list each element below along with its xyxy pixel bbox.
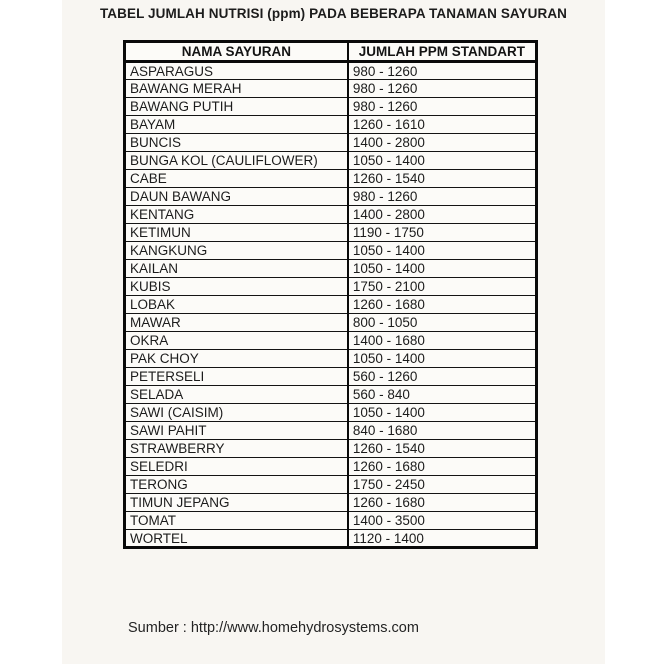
vegetable-name-cell: TERONG <box>124 475 349 494</box>
vegetable-name-cell: BAWANG MERAH <box>124 79 349 98</box>
source-text: Sumber : http://www.homehydrosystems.com <box>128 620 419 636</box>
ppm-range-cell: 1260 - 1540 <box>347 169 537 188</box>
vegetable-name-cell: PETERSELI <box>124 367 349 386</box>
vegetable-name-cell: BAYAM <box>124 115 349 134</box>
ppm-range-cell: 1400 - 2800 <box>347 205 537 224</box>
ppm-range-cell: 980 - 1260 <box>347 79 537 98</box>
table-row: KUBIS 1750 - 2100 <box>124 277 537 296</box>
vegetable-name-cell: KAILAN <box>124 259 349 278</box>
table-row: WORTEL 1120 - 1400 <box>124 529 537 548</box>
vegetable-name-cell: TOMAT <box>124 511 349 530</box>
vegetable-name-cell: KANGKUNG <box>124 241 349 260</box>
table-row: BUNGA KOL (CAULIFLOWER) 1050 - 1400 <box>124 151 537 170</box>
ppm-range-cell: 980 - 1260 <box>347 187 537 206</box>
table-row: KANGKUNG 1050 - 1400 <box>124 241 537 260</box>
vegetable-name-cell: SAWI (CAISIM) <box>124 403 349 422</box>
ppm-range-cell: 1050 - 1400 <box>347 259 537 278</box>
header-row: NAMA SAYURAN JUMLAH PPM STANDART <box>124 41 537 63</box>
vegetable-name-cell: MAWAR <box>124 313 349 332</box>
table-row: SELADA 560 - 840 <box>124 385 537 404</box>
ppm-range-cell: 1050 - 1400 <box>347 241 537 260</box>
ppm-range-cell: 1120 - 1400 <box>347 529 537 548</box>
ppm-range-cell: 1050 - 1400 <box>347 349 537 368</box>
vegetable-name-cell: STRAWBERRY <box>124 439 349 458</box>
ppm-range-cell: 840 - 1680 <box>347 421 537 440</box>
table-row: SAWI (CAISIM) 1050 - 1400 <box>124 403 537 422</box>
nutrition-table: NAMA SAYURAN JUMLAH PPM STANDART ASPARAG… <box>123 40 538 549</box>
vegetable-name-cell: LOBAK <box>124 295 349 314</box>
vegetable-name-cell: WORTEL <box>124 529 349 548</box>
table-row: KENTANG 1400 - 2800 <box>124 205 537 224</box>
vegetable-name-cell: BUNGA KOL (CAULIFLOWER) <box>124 151 349 170</box>
table-row: TERONG 1750 - 2450 <box>124 475 537 494</box>
table-row: SAWI PAHIT 840 - 1680 <box>124 421 537 440</box>
table-body: ASPARAGUS 980 - 1260 BAWANG MERAH 980 - 126… <box>124 61 537 548</box>
vegetable-name-cell: DAUN BAWANG <box>124 187 349 206</box>
ppm-range-cell: 1050 - 1400 <box>347 151 537 170</box>
vegetable-name-cell: BUNCIS <box>124 133 349 152</box>
table-row: TOMAT 1400 - 3500 <box>124 511 537 530</box>
table-row: OKRA 1400 - 1680 <box>124 331 537 350</box>
vegetable-name-cell: TIMUN JEPANG <box>124 493 349 512</box>
table-row: SELEDRI 1260 - 1680 <box>124 457 537 476</box>
header-jumlah-ppm-standart: JUMLAH PPM STANDART <box>347 41 537 63</box>
vegetable-name-cell: SAWI PAHIT <box>124 421 349 440</box>
ppm-range-cell: 980 - 1260 <box>347 97 537 116</box>
ppm-range-cell: 1400 - 2800 <box>347 133 537 152</box>
ppm-range-cell: 1190 - 1750 <box>347 223 537 242</box>
ppm-range-cell: 980 - 1260 <box>347 61 537 80</box>
table-row: ASPARAGUS 980 - 1260 <box>124 61 537 80</box>
ppm-range-cell: 1400 - 3500 <box>347 511 537 530</box>
ppm-range-cell: 1260 - 1610 <box>347 115 537 134</box>
vegetable-name-cell: SELADA <box>124 385 349 404</box>
table-row: CABE 1260 - 1540 <box>124 169 537 188</box>
table-row: MAWAR 800 - 1050 <box>124 313 537 332</box>
table-row: BAYAM 1260 - 1610 <box>124 115 537 134</box>
vegetable-name-cell: KETIMUN <box>124 223 349 242</box>
table-header: NAMA SAYURAN JUMLAH PPM STANDART <box>124 41 537 63</box>
vegetable-name-cell: KENTANG <box>124 205 349 224</box>
vegetable-name-cell: CABE <box>124 169 349 188</box>
table-row: PETERSELI 560 - 1260 <box>124 367 537 386</box>
ppm-range-cell: 1750 - 2450 <box>347 475 537 494</box>
page-title: TABEL JUMLAH NUTRISI (ppm) PADA BEBERAPA… <box>99 6 568 21</box>
table-row: BAWANG MERAH 980 - 1260 <box>124 79 537 98</box>
table-row: DAUN BAWANG 980 - 1260 <box>124 187 537 206</box>
vegetable-name-cell: ASPARAGUS <box>124 61 349 80</box>
vegetable-name-cell: PAK CHOY <box>124 349 349 368</box>
ppm-range-cell: 1400 - 1680 <box>347 331 537 350</box>
table-row: BAWANG PUTIH 980 - 1260 <box>124 97 537 116</box>
vegetable-name-cell: SELEDRI <box>124 457 349 476</box>
ppm-range-cell: 1050 - 1400 <box>347 403 537 422</box>
table-row: KAILAN 1050 - 1400 <box>124 259 537 278</box>
ppm-range-cell: 800 - 1050 <box>347 313 537 332</box>
table-row: TIMUN JEPANG 1260 - 1680 <box>124 493 537 512</box>
ppm-range-cell: 1260 - 1680 <box>347 493 537 512</box>
table-row: BUNCIS 1400 - 2800 <box>124 133 537 152</box>
document-page: TABEL JUMLAH NUTRISI (ppm) PADA BEBERAPA… <box>62 0 605 664</box>
table-row: KETIMUN 1190 - 1750 <box>124 223 537 242</box>
table-row: PAK CHOY 1050 - 1400 <box>124 349 537 368</box>
table-row: LOBAK 1260 - 1680 <box>124 295 537 314</box>
ppm-range-cell: 1260 - 1680 <box>347 457 537 476</box>
ppm-range-cell: 1260 - 1540 <box>347 439 537 458</box>
table-row: STRAWBERRY 1260 - 1540 <box>124 439 537 458</box>
ppm-range-cell: 560 - 840 <box>347 385 537 404</box>
header-nama-sayuran: NAMA SAYURAN <box>124 41 349 63</box>
ppm-range-cell: 560 - 1260 <box>347 367 537 386</box>
ppm-range-cell: 1260 - 1680 <box>347 295 537 314</box>
vegetable-name-cell: OKRA <box>124 331 349 350</box>
ppm-range-cell: 1750 - 2100 <box>347 277 537 296</box>
vegetable-name-cell: KUBIS <box>124 277 349 296</box>
vegetable-name-cell: BAWANG PUTIH <box>124 97 349 116</box>
